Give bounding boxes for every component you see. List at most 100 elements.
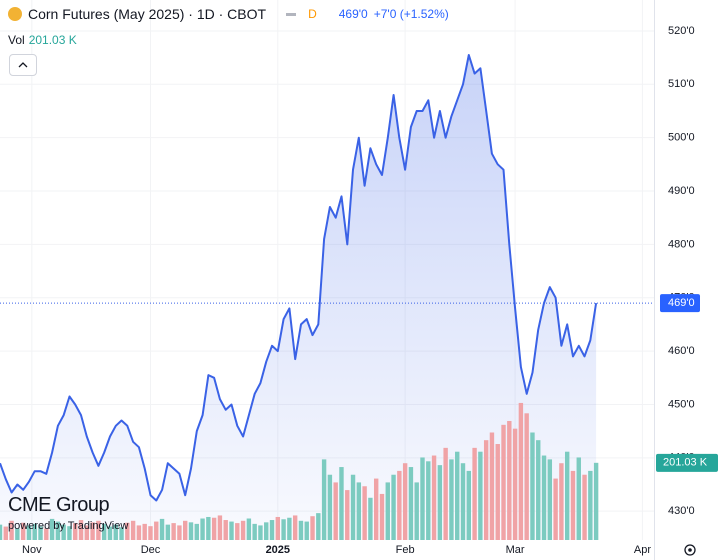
volume-bar xyxy=(130,520,136,540)
volume-bar xyxy=(437,465,443,540)
volume-bar xyxy=(321,459,327,540)
y-tick-label: 480'0 xyxy=(668,238,695,250)
volume-bar xyxy=(90,522,95,540)
volume-bar xyxy=(518,402,524,540)
volume-bar xyxy=(136,525,142,540)
collapse-button[interactable] xyxy=(9,54,37,76)
volume-bar xyxy=(564,451,570,540)
volume-bar xyxy=(206,516,211,540)
volume-bar xyxy=(414,482,419,540)
volume-bar xyxy=(524,413,529,540)
volume-bar xyxy=(194,523,199,540)
volume-bar xyxy=(84,525,90,540)
volume-title: Vol xyxy=(8,33,25,47)
volume-bar xyxy=(26,525,32,540)
volume-bar xyxy=(593,462,599,540)
volume-label-box xyxy=(656,453,718,472)
volume-bar xyxy=(292,515,298,540)
volume-bar xyxy=(333,482,338,540)
volume-bar xyxy=(339,467,344,540)
volume-bar xyxy=(101,523,107,540)
volume-bar xyxy=(264,522,269,540)
volume-bar xyxy=(310,516,315,540)
volume-bar xyxy=(541,455,547,540)
volume-bar xyxy=(61,524,66,540)
x-tick-label: Feb xyxy=(396,544,415,556)
volume-bar xyxy=(408,467,414,540)
y-tick-label: 490'0 xyxy=(668,185,695,197)
y-tick-label: 450'0 xyxy=(668,398,695,410)
symbol-icon xyxy=(8,7,22,21)
volume-bar xyxy=(356,482,362,540)
volume-bar xyxy=(570,470,576,540)
volume-bar xyxy=(385,482,390,540)
title: Corn Futures (May 2025) · 1D · CBOT xyxy=(28,6,267,22)
volume-bar xyxy=(113,524,118,540)
volume-bar xyxy=(246,518,252,540)
volume-bar xyxy=(397,470,402,540)
volume-bar xyxy=(142,523,147,540)
volume-value: 201.03 K xyxy=(28,33,77,47)
dash-icon xyxy=(286,12,297,16)
volume-legend: Vol 201.03 K xyxy=(8,33,77,47)
volume-bar xyxy=(483,440,489,540)
volume-bar xyxy=(73,523,78,540)
volume-bar xyxy=(3,526,8,540)
volume-bar xyxy=(235,523,240,540)
volume-bar xyxy=(154,521,159,540)
volume-bar xyxy=(107,526,113,540)
volume-bar xyxy=(402,463,408,540)
last-price-box xyxy=(660,294,700,313)
volume-bar xyxy=(9,520,14,540)
volume-bar xyxy=(298,520,304,540)
volume-bar xyxy=(507,420,512,540)
volume-bar xyxy=(379,493,385,540)
volume-bar xyxy=(269,520,275,540)
settings-icon[interactable] xyxy=(684,544,696,556)
volume-bar xyxy=(547,459,553,540)
header-price: 469'0 xyxy=(338,7,368,21)
volume-bar xyxy=(391,474,396,540)
volume-bar xyxy=(304,521,309,540)
volume-bar xyxy=(582,474,587,540)
volume-bar xyxy=(443,447,448,540)
volume-bar xyxy=(316,513,321,540)
powered-by: powered by TradingView xyxy=(8,520,129,532)
y-tick-label: 460'0 xyxy=(668,345,695,357)
chevron xyxy=(18,62,28,68)
volume-bar xyxy=(559,463,564,540)
volume-bar xyxy=(96,520,101,540)
volume-bar xyxy=(420,457,425,540)
volume-bar xyxy=(489,432,495,540)
volume-bar xyxy=(426,461,431,540)
volume-bar xyxy=(0,524,3,540)
volume-bar xyxy=(345,490,350,540)
volume-bar xyxy=(281,519,286,540)
volume-bar xyxy=(32,523,37,540)
volume-bar xyxy=(15,528,20,540)
volume-bar xyxy=(449,459,454,540)
volume-bar xyxy=(165,524,171,540)
header: Corn Futures (May 2025) · 1D · CBOT D 46… xyxy=(8,6,449,22)
volume-bar xyxy=(188,522,194,540)
volume-bar xyxy=(148,526,153,540)
y-tick-label: 510'0 xyxy=(668,78,695,90)
last-price-label: 469'0 xyxy=(668,297,695,309)
volume-bar xyxy=(368,497,373,540)
volume-bar xyxy=(49,518,55,540)
y-tick-label: 430'0 xyxy=(668,505,695,517)
volume-bar xyxy=(78,520,84,540)
x-tick-label: Apr xyxy=(634,544,651,556)
volume-bar xyxy=(455,451,460,540)
volume-bar xyxy=(275,516,281,540)
volume-bar xyxy=(431,455,437,540)
volume-bar xyxy=(478,451,483,540)
volume-bar xyxy=(553,478,558,540)
x-tick-label: Mar xyxy=(506,544,525,556)
volume-bar xyxy=(536,440,541,540)
volume-bar xyxy=(55,521,61,540)
x-tick-label: Dec xyxy=(141,544,161,556)
volume-bar xyxy=(177,525,182,540)
price-line xyxy=(0,54,598,502)
